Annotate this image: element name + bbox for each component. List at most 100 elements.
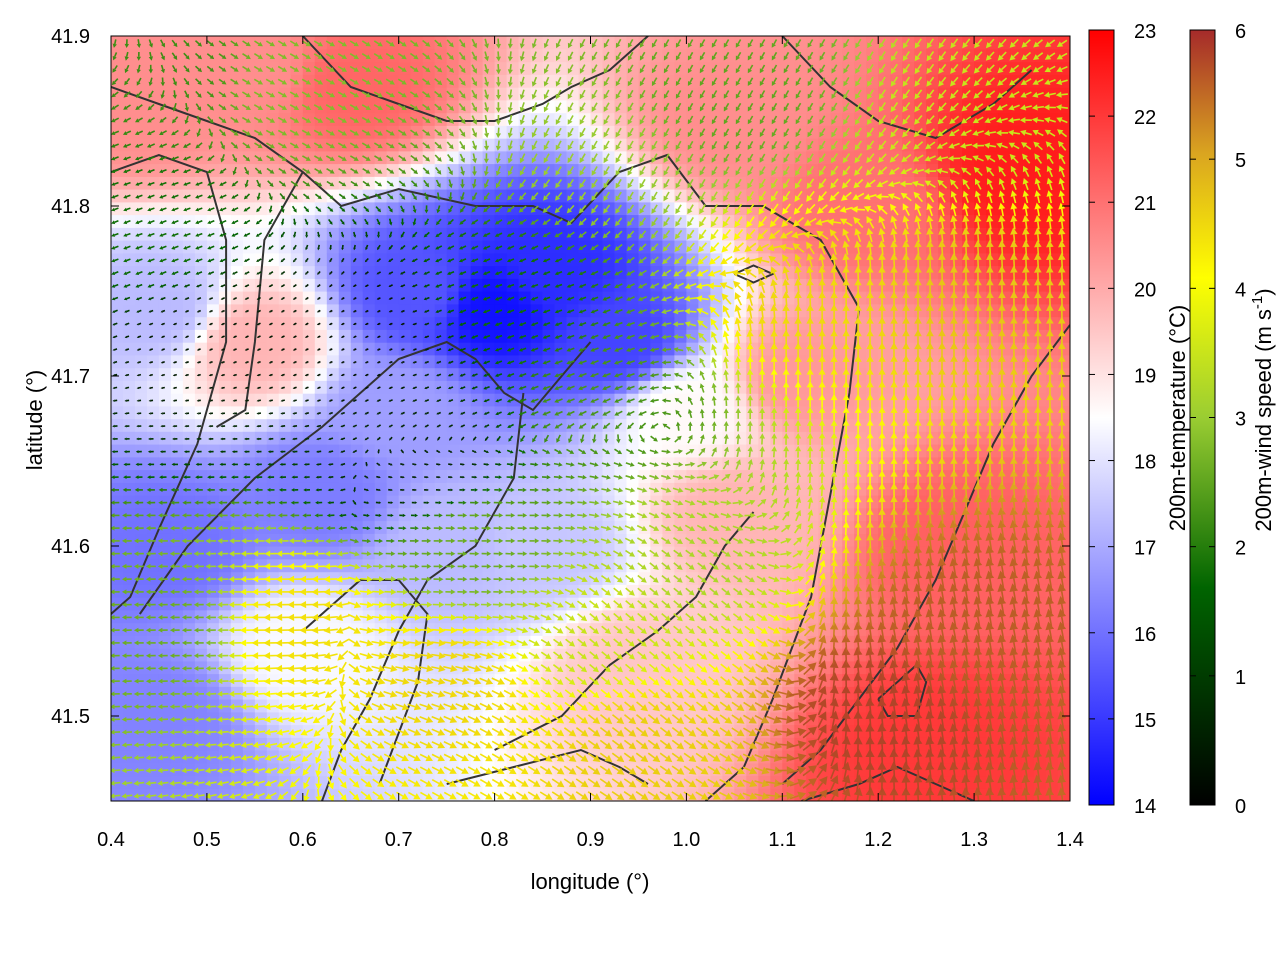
heatmap-cell xyxy=(434,380,448,394)
heatmap-cell xyxy=(482,87,496,101)
heatmap-cell xyxy=(494,48,508,63)
heatmap-cell xyxy=(518,61,532,75)
heatmap-cell xyxy=(350,456,364,471)
heatmap-cell xyxy=(398,520,412,534)
heatmap-cell xyxy=(135,584,148,598)
heatmap-cell xyxy=(554,431,568,445)
heatmap-cell xyxy=(266,342,280,356)
heatmap-cell xyxy=(111,584,124,598)
heatmap-cell xyxy=(218,367,232,381)
heatmap-cell xyxy=(111,635,124,649)
heatmap-cell xyxy=(135,316,148,330)
heatmap-cell xyxy=(170,61,184,75)
heatmap-cell xyxy=(386,367,400,381)
heatmap-cell xyxy=(206,444,220,458)
heatmap-cell xyxy=(314,240,328,254)
heatmap-cell xyxy=(314,367,328,381)
heatmap-cell xyxy=(470,61,484,75)
heatmap-cell xyxy=(470,48,484,63)
heatmap-cell xyxy=(170,329,184,343)
heatmap-cell xyxy=(242,418,256,432)
heatmap-cell xyxy=(494,201,508,216)
heatmap-cell xyxy=(290,329,304,343)
heatmap-cell xyxy=(254,342,268,356)
heatmap-cell xyxy=(338,278,352,292)
heatmap-cell xyxy=(158,533,172,547)
heatmap-cell xyxy=(290,469,304,483)
heatmap-cell xyxy=(278,316,292,330)
heatmap-cell xyxy=(194,393,208,407)
heatmap-cell xyxy=(410,316,424,330)
heatmap-cell xyxy=(326,214,340,228)
heatmap-cell xyxy=(398,316,412,330)
heatmap-cell xyxy=(302,418,316,432)
heatmap-cell xyxy=(111,469,124,483)
heatmap-cell xyxy=(182,125,196,139)
heatmap-cell xyxy=(338,686,352,700)
heatmap-cell xyxy=(278,227,292,241)
heatmap-cell xyxy=(482,48,496,63)
heatmap-cell xyxy=(123,686,136,700)
heatmap-cell xyxy=(218,469,232,483)
heatmap-cell xyxy=(218,405,232,420)
heatmap-cell xyxy=(218,393,232,407)
heatmap-cell xyxy=(290,303,304,318)
heatmap-cell xyxy=(111,507,124,522)
heatmap-cell xyxy=(230,163,244,177)
heatmap-cell xyxy=(374,431,388,445)
heatmap-cell xyxy=(135,699,148,713)
heatmap-cell xyxy=(506,48,520,63)
heatmap-cell xyxy=(374,354,388,369)
heatmap-cell xyxy=(123,584,136,598)
heatmap-cell xyxy=(147,520,160,534)
heatmap-cell xyxy=(350,278,364,292)
heatmap-cell xyxy=(278,393,292,407)
heatmap-cell xyxy=(290,201,304,216)
heatmap-cell xyxy=(182,495,196,509)
heatmap-cell xyxy=(194,138,208,152)
heatmap-cell xyxy=(410,201,424,216)
heatmap-cell xyxy=(147,507,160,522)
heatmap-cell xyxy=(266,431,280,445)
heatmap-cell xyxy=(111,48,124,63)
temperature-heatmap xyxy=(111,36,1070,801)
heatmap-cell xyxy=(170,648,184,662)
heatmap-cell xyxy=(314,380,328,394)
heatmap-cell xyxy=(158,405,172,420)
heatmap-cell xyxy=(278,342,292,356)
heatmap-cell xyxy=(302,456,316,471)
heatmap-cell xyxy=(518,36,532,50)
heatmap-cell xyxy=(170,507,184,522)
heatmap-cell xyxy=(182,507,196,522)
heatmap-cell xyxy=(194,571,208,585)
heatmap-cell xyxy=(123,660,136,675)
heatmap-cell xyxy=(410,354,424,369)
heatmap-cell xyxy=(194,367,208,381)
heatmap-cell xyxy=(338,380,352,394)
heatmap-cell xyxy=(434,405,448,420)
heatmap-cell xyxy=(123,571,136,585)
heatmap-cell xyxy=(135,673,148,687)
heatmap-cell xyxy=(338,367,352,381)
heatmap-cell xyxy=(135,61,148,75)
heatmap-cell xyxy=(278,418,292,432)
heatmap-cell xyxy=(147,495,160,509)
heatmap-cell xyxy=(302,201,316,216)
heatmap-cell xyxy=(182,622,196,636)
heatmap-cell xyxy=(362,405,376,420)
heatmap-cell xyxy=(206,125,220,139)
heatmap-cell xyxy=(302,227,316,241)
heatmap-cell xyxy=(434,214,448,228)
heatmap-cell xyxy=(170,354,184,369)
heatmap-cell xyxy=(158,495,172,509)
heatmap-cell xyxy=(434,393,448,407)
heatmap-cell xyxy=(458,112,472,126)
heatmap-cell xyxy=(182,609,196,624)
heatmap-cell xyxy=(290,316,304,330)
heatmap-cell xyxy=(290,354,304,369)
heatmap-cell xyxy=(194,622,208,636)
heatmap-cell xyxy=(123,533,136,547)
heatmap-cell xyxy=(398,278,412,292)
heatmap-cell xyxy=(182,673,196,687)
heatmap-cell xyxy=(123,609,136,624)
